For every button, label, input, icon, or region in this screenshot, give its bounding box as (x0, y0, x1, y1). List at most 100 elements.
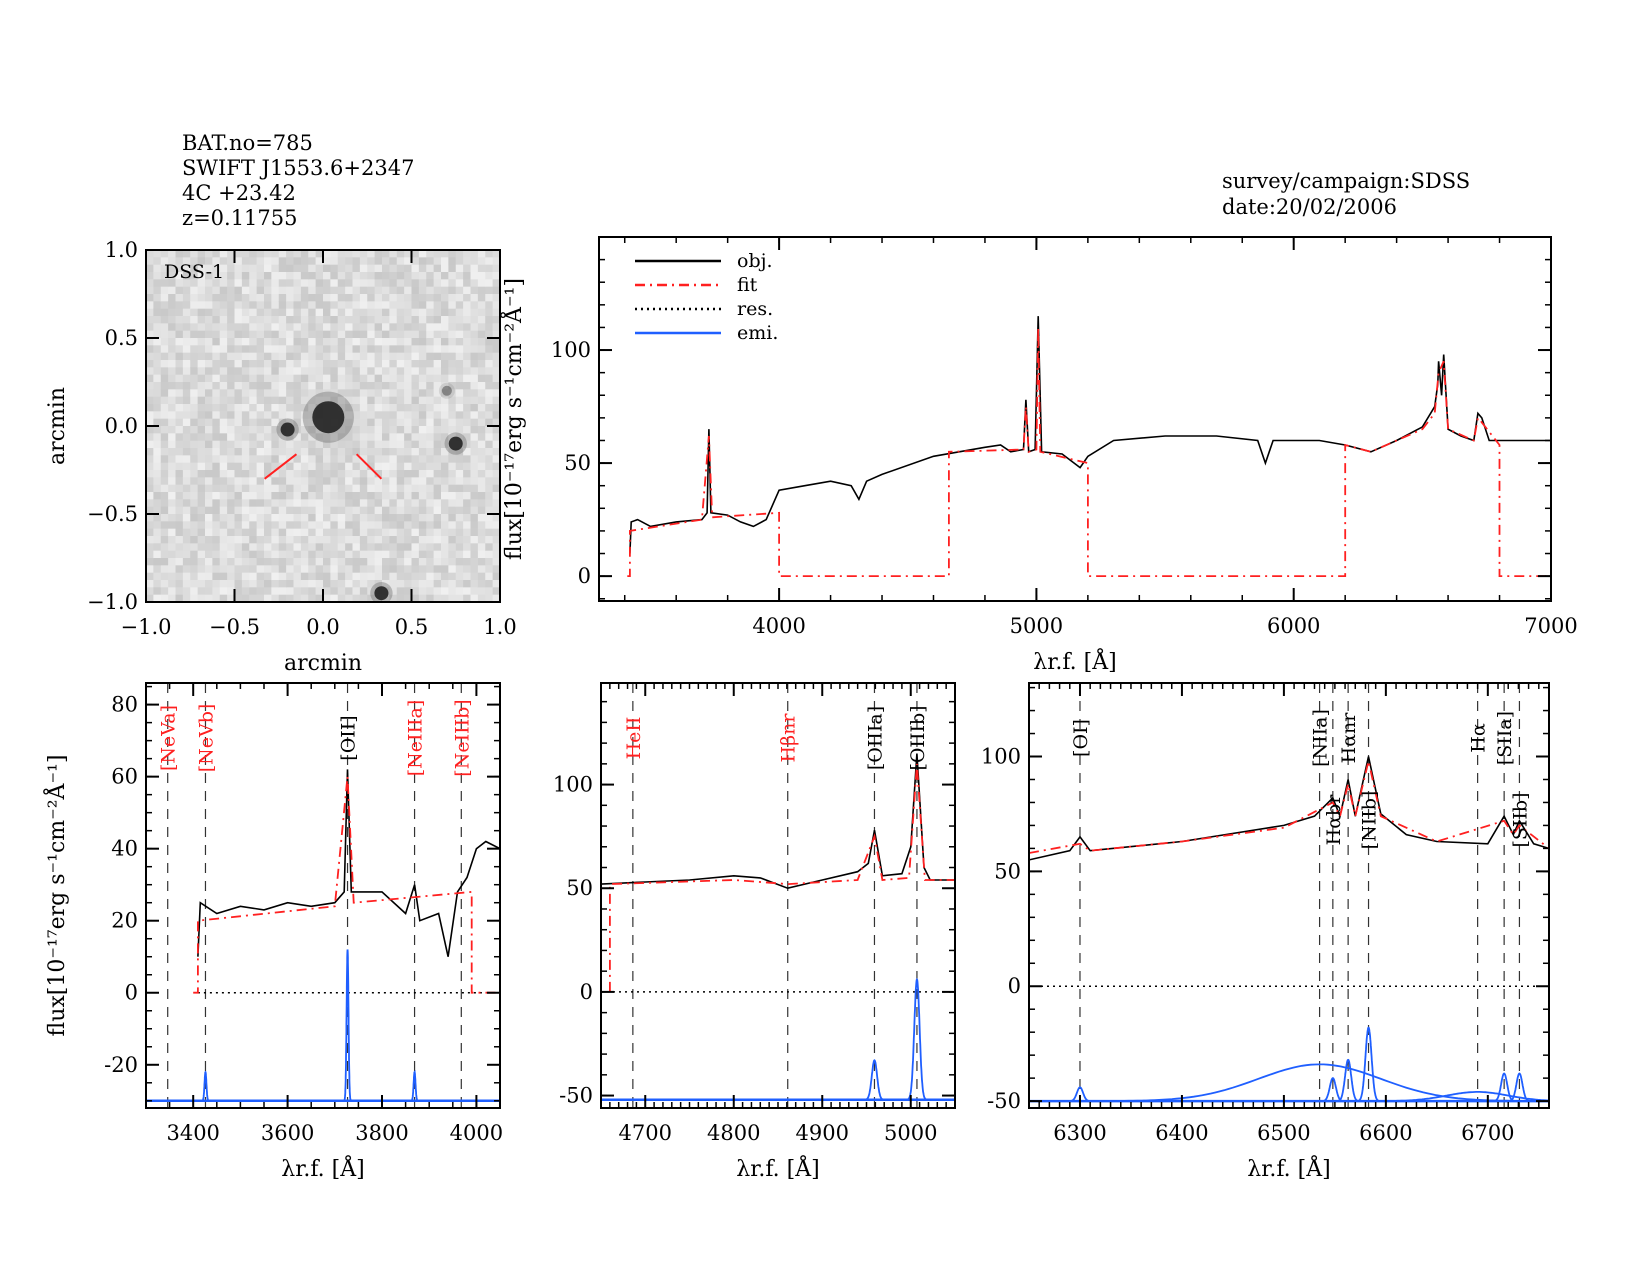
image-pixel (234, 382, 243, 390)
image-pixel (485, 316, 494, 324)
legend-label: emi. (737, 322, 778, 344)
image-pixel (418, 543, 427, 552)
image-pixel (212, 514, 221, 522)
image-pixel (463, 558, 471, 566)
image-pixel (396, 286, 405, 295)
image-pixel (182, 470, 191, 478)
image-pixel (367, 389, 376, 398)
image-pixel (323, 323, 331, 332)
image-pixel (190, 499, 199, 508)
image-pixel (396, 279, 405, 288)
image-pixel (404, 257, 412, 266)
image-pixel (308, 411, 317, 420)
image-pixel (352, 279, 361, 288)
image-pixel (411, 492, 420, 500)
image-pixel (212, 272, 221, 280)
image-pixel (264, 426, 272, 434)
image-pixel (374, 374, 383, 383)
image-pixel (249, 455, 258, 464)
image-pixel (404, 462, 412, 471)
image-pixel (308, 360, 317, 368)
image-pixel (278, 506, 287, 515)
image-pixel (492, 426, 500, 434)
image-pixel (477, 587, 486, 596)
image-pixel (160, 580, 169, 588)
image-pixel (389, 492, 398, 500)
image-pixel (219, 440, 228, 449)
image-pixel (146, 587, 154, 596)
y-axis-label: flux[10⁻¹⁷erg s⁻¹cm⁻²Å⁻¹] (42, 755, 70, 1037)
image-pixel (485, 257, 494, 266)
image-pixel (153, 374, 162, 383)
image-pixel (264, 389, 272, 398)
image-pixel (382, 316, 390, 324)
image-pixel (293, 499, 302, 508)
image-pixel (426, 477, 435, 486)
image-pixel (160, 558, 169, 566)
image-pixel (293, 338, 302, 346)
image-pixel (264, 514, 272, 522)
image-pixel (286, 514, 294, 522)
image-pixel (190, 484, 199, 493)
image-pixel (168, 492, 176, 500)
image-pixel (182, 323, 191, 332)
image-pixel (470, 558, 479, 566)
image-pixel (227, 484, 235, 493)
image-pixel (418, 308, 427, 317)
image-pixel (286, 558, 294, 566)
image-pixel (455, 470, 464, 478)
image-pixel (182, 448, 191, 456)
image-pixel (323, 528, 331, 537)
image-pixel (396, 587, 405, 596)
image-pixel (352, 506, 361, 515)
image-pixel (404, 470, 412, 478)
image-pixel (219, 462, 228, 471)
image-pixel (212, 550, 221, 559)
image-pixel (404, 367, 412, 376)
image-pixel (249, 316, 258, 324)
image-pixel (404, 521, 412, 530)
image-pixel (197, 455, 206, 464)
image-pixel (404, 352, 412, 361)
image-pixel (411, 477, 420, 486)
image-pixel (492, 528, 500, 537)
image-pixel (168, 264, 176, 273)
image-pixel (190, 448, 199, 456)
image-pixel (205, 448, 213, 456)
image-pixel (448, 536, 457, 544)
image-pixel (278, 462, 287, 471)
image-pixel (352, 418, 361, 427)
image-pixel (175, 330, 184, 339)
image-pixel (396, 338, 405, 346)
image-pixel (212, 257, 221, 266)
image-pixel (264, 455, 272, 464)
image-pixel (455, 257, 464, 266)
image-pixel (389, 440, 398, 449)
image-pixel (278, 294, 287, 302)
image-pixel (264, 448, 272, 456)
image-pixel (448, 558, 457, 566)
x-axis-label: arcmin (284, 651, 362, 676)
image-pixel (300, 264, 309, 273)
image-pixel (212, 506, 221, 515)
image-pixel (308, 286, 317, 295)
image-pixel (485, 338, 494, 346)
image-pixel (411, 418, 420, 427)
image-pixel (337, 250, 346, 258)
image-pixel (352, 382, 361, 390)
image-pixel (396, 499, 405, 508)
image-pixel (219, 404, 228, 412)
image-pixel (374, 440, 383, 449)
source-blob (312, 401, 345, 434)
image-pixel (337, 521, 346, 530)
image-pixel (190, 536, 199, 544)
image-pixel (463, 257, 471, 266)
image-pixel (485, 404, 494, 412)
image-pixel (315, 257, 324, 266)
image-pixel (485, 514, 494, 522)
image-pixel (396, 257, 405, 266)
image-pixel (477, 396, 486, 405)
image-pixel (455, 528, 464, 537)
image-pixel (197, 580, 206, 588)
image-pixel (463, 338, 471, 346)
